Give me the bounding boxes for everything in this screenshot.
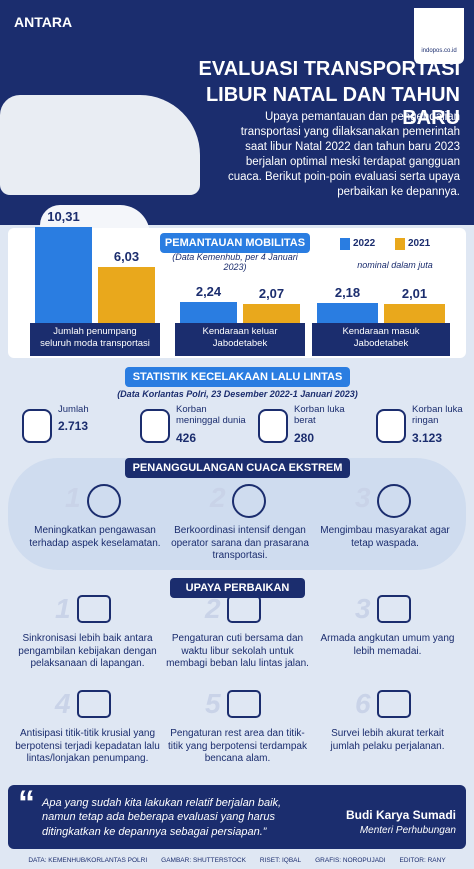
- item-text: Meningkatkan pengawasan terhadap aspek k…: [29, 525, 161, 549]
- quote-role: Menteri Perhubungan: [359, 825, 456, 836]
- number: 5: [205, 688, 221, 719]
- number: 4: [55, 688, 71, 719]
- icon: [377, 484, 411, 518]
- item-text: Berkoordinasi intensif dengan operator s…: [171, 525, 309, 561]
- stat-value: 2.713: [58, 419, 89, 433]
- credit: RISET: IQBAL: [259, 857, 302, 864]
- legend-label: 2021: [408, 238, 431, 249]
- icon: [77, 690, 111, 718]
- icon: [232, 484, 266, 518]
- bar: [180, 302, 237, 323]
- credit: DATA: KEMENHUB/KORLANTAS POLRI: [28, 857, 148, 864]
- icon: [377, 690, 411, 718]
- value-label: 2,24: [195, 284, 222, 300]
- bar: [35, 227, 92, 323]
- icon: [376, 409, 406, 443]
- value-label: 6,03: [113, 248, 140, 264]
- icon: [87, 484, 121, 518]
- section-title: UPAYA PERBAIKAN: [170, 578, 305, 598]
- icon: [140, 409, 170, 443]
- quote-name: Budi Karya Sumadi: [345, 808, 456, 822]
- number: 1: [55, 593, 71, 624]
- icon: [227, 595, 261, 623]
- item-text: Antisipasi titik-titik krusial yang berp…: [15, 728, 160, 764]
- credit: GRAFIS: NOROPUJADI: [315, 857, 386, 864]
- unit-note: nominal dalam juta: [357, 260, 433, 270]
- stat-value: 3.123: [412, 431, 443, 445]
- legend-swatch: [340, 238, 350, 250]
- section-title: PEMANTAUAN MOBILITAS: [160, 233, 310, 253]
- source: (Data Korlantas Polri, 23 Desember 2022-…: [117, 389, 358, 399]
- value-label: 2,07: [258, 285, 285, 301]
- item-text: Survei lebih akurat terkait jumlah pelak…: [330, 728, 445, 752]
- category-label: Kendaraan keluar Jabodetabek: [175, 323, 305, 356]
- section-title: PENANGGULANGAN CUACA EKSTREM: [125, 458, 350, 478]
- logo: indopos.co.id: [414, 8, 464, 64]
- number: 3: [355, 593, 371, 624]
- legend-swatch: [395, 238, 405, 250]
- icon: [227, 690, 261, 718]
- title: EVALUASI TRANSPORTASI: [198, 58, 461, 80]
- credits: DATA: KEMENHUB/KORLANTAS POLRI GAMBAR: SH…: [0, 852, 474, 869]
- number: 6: [355, 688, 371, 719]
- bar: [384, 304, 445, 323]
- bar: [243, 303, 300, 323]
- brand: ANTARA: [14, 14, 73, 30]
- weather-items: 1 Meningkatkan pengawasan terhadap aspek …: [0, 480, 474, 570]
- stat-label: Korban luka ringan: [412, 404, 463, 426]
- credit: GAMBAR: SHUTTERSTOCK: [161, 857, 246, 864]
- icon: [22, 409, 52, 443]
- stat-value: 426: [176, 431, 197, 445]
- stat-label: Korban luka berat: [294, 404, 345, 426]
- value-label: 10,31: [47, 209, 80, 225]
- number: 2: [205, 593, 221, 624]
- number: 2: [210, 482, 226, 513]
- bus-illustration: [0, 95, 200, 195]
- value-label: 2,01: [401, 286, 428, 302]
- quote-text: Apa yang sudah kita lakukan relatif berj…: [42, 797, 282, 838]
- quote-box: [8, 785, 466, 849]
- item-text: Sinkronisasi lebih baik antara pengambil…: [18, 633, 157, 669]
- item-text: Pengaturan cuti bersama dan waktu libur …: [166, 633, 309, 669]
- number: 3: [355, 482, 371, 513]
- mobility-chart: 10,31 6,03 Jumlah penumpang seluruh moda t…: [0, 0, 474, 360]
- quote-mark: “: [18, 784, 35, 822]
- item-text: Armada angkutan umum yang lebih memadai.: [320, 633, 455, 657]
- stat-value: 280: [294, 431, 315, 445]
- title: LIBUR NATAL DAN TAHUN BARU: [205, 84, 460, 129]
- stat-label: Jumlah: [58, 404, 89, 415]
- category-label: Kendaraan masuk Jabodetabek: [312, 323, 450, 356]
- number: 1: [65, 482, 81, 513]
- improvement-items: 1 Sinkronisasi lebih baik antara pengambi…: [0, 593, 474, 775]
- bar: [317, 302, 378, 323]
- accident-stats: Jumlah 2.713 Korban meninggal dunia 426 Korb…: [0, 404, 474, 450]
- icon: [377, 595, 411, 623]
- source: (Data Kemenhub, per 4 Januari 2023): [172, 252, 298, 272]
- category-label: Jumlah penumpang seluruh moda transporta…: [30, 323, 160, 356]
- section-title: STATISTIK KECELAKAAN LALU LINTAS: [125, 367, 350, 387]
- icon: [77, 595, 111, 623]
- item-text: Mengimbau masyarakat agar tetap waspada.: [320, 525, 450, 549]
- legend-label: 2022: [353, 238, 376, 249]
- item-text: Pengaturan rest area dan titik-titik yan…: [168, 728, 307, 764]
- credit: EDITOR: RANY: [399, 857, 446, 864]
- bar: [98, 266, 155, 323]
- value-label: 2,18: [334, 284, 361, 300]
- intro: Upaya pemantauan dan pengendalian transp…: [227, 111, 460, 198]
- stat-label: Korban meninggal dunia: [176, 404, 246, 426]
- icon: [258, 409, 288, 443]
